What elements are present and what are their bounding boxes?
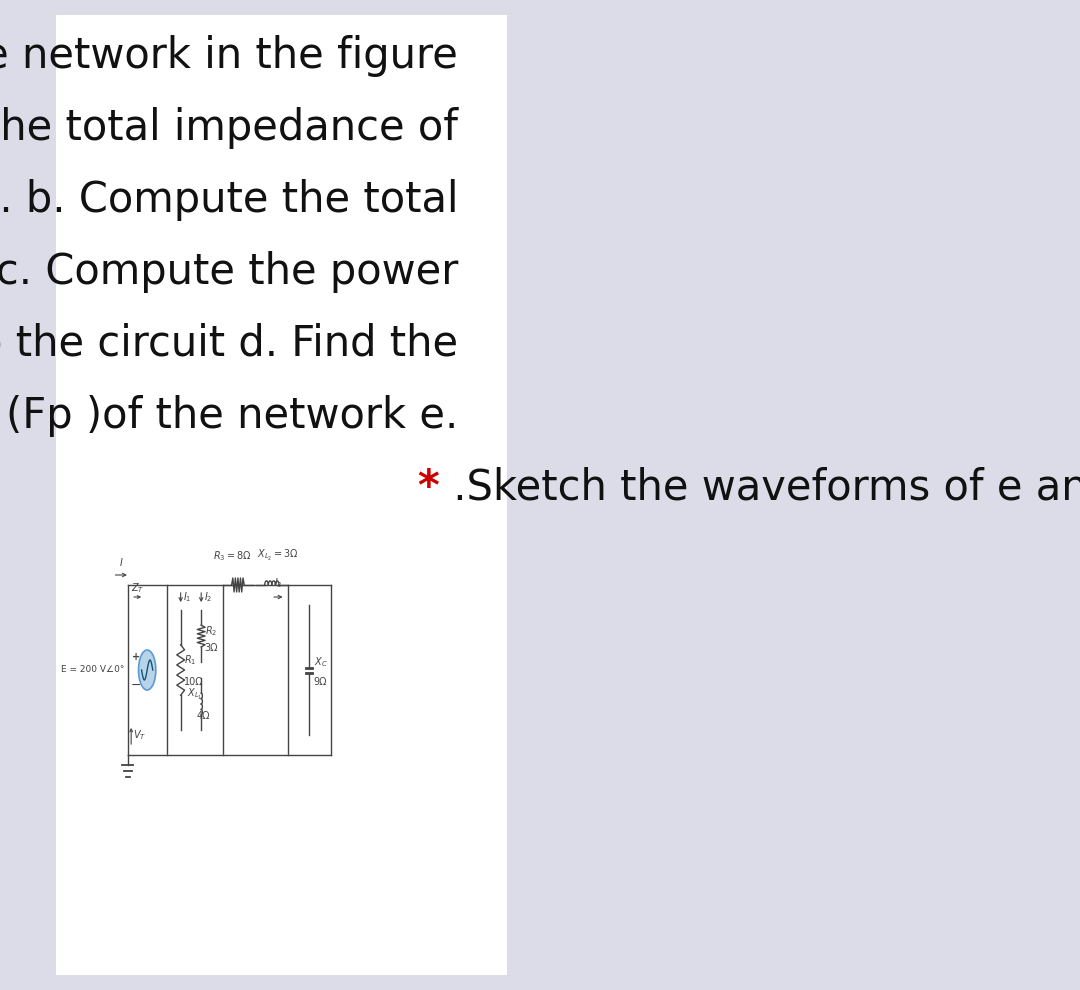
Text: $X_{L_1}$: $X_{L_1}$ — [187, 686, 203, 702]
Text: 10Ω: 10Ω — [184, 677, 204, 687]
Text: .Sketch the waveforms of e and i: .Sketch the waveforms of e and i — [441, 467, 1080, 509]
Text: −: − — [131, 678, 141, 691]
Text: bellow: a. Find the total impedance of: bellow: a. Find the total impedance of — [0, 107, 458, 149]
Text: delivered to the circuit d. Find the: delivered to the circuit d. Find the — [0, 323, 458, 365]
Text: $I_1$: $I_1$ — [184, 591, 192, 605]
Text: current (I). c. Compute the power: current (I). c. Compute the power — [0, 251, 458, 293]
Text: 9Ω: 9Ω — [313, 677, 327, 687]
Text: $I_3$: $I_3$ — [274, 576, 283, 590]
Text: +: + — [132, 652, 140, 662]
Text: 3Ω: 3Ω — [204, 643, 218, 653]
Text: 4Ω: 4Ω — [197, 711, 211, 721]
Text: $R_1$: $R_1$ — [184, 653, 197, 667]
Text: $X_{L_2} = 3\Omega$: $X_{L_2} = 3\Omega$ — [257, 547, 299, 563]
Text: $R_2$: $R_2$ — [204, 624, 217, 638]
Text: the circuit. b. Compute the total: the circuit. b. Compute the total — [0, 179, 458, 221]
Circle shape — [138, 650, 156, 690]
Text: $Z_T$: $Z_T$ — [131, 581, 145, 595]
Text: $V_T$: $V_T$ — [133, 728, 146, 742]
Text: $X_C$: $X_C$ — [313, 655, 327, 669]
FancyBboxPatch shape — [55, 15, 507, 975]
Text: E = 200 V∠0°: E = 200 V∠0° — [60, 665, 124, 674]
Text: I: I — [120, 558, 123, 568]
Text: *: * — [417, 467, 438, 509]
Text: $R_3 = 8\Omega$: $R_3 = 8\Omega$ — [213, 549, 252, 563]
Text: $I_2$: $I_2$ — [204, 591, 212, 605]
Text: Q: For the network in the figure: Q: For the network in the figure — [0, 35, 458, 77]
Text: power factor (Fp )of the network e.: power factor (Fp )of the network e. — [0, 395, 458, 437]
